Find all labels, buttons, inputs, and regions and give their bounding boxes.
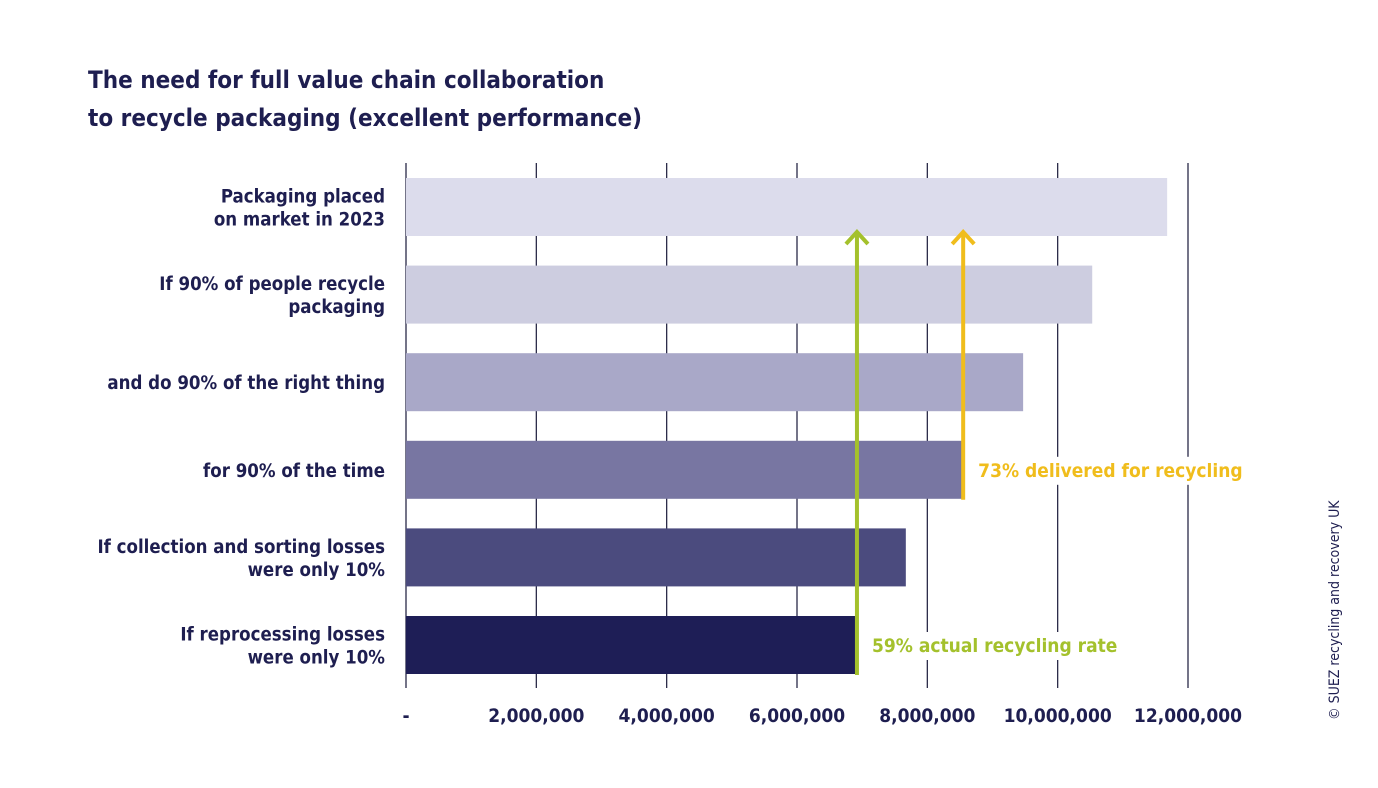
- x-tick-label: -: [402, 705, 409, 727]
- chart-title-line-2: to recycle packaging (excellent performa…: [88, 104, 642, 132]
- arrow-head: [950, 229, 976, 246]
- credit-text: © SUEZ recycling and recovery UK: [1327, 500, 1343, 720]
- category-label: If reprocessing losses: [180, 625, 385, 646]
- gridlines: [405, 163, 1189, 688]
- bar: [406, 265, 1093, 324]
- category-label: were only 10%: [248, 560, 386, 581]
- category-label: packaging: [288, 297, 385, 318]
- category-label: If 90% of people recycle: [159, 274, 385, 295]
- annotation-background: [864, 632, 1155, 660]
- annotations: 73% delivered for recycling 59% actual re…: [844, 229, 1284, 675]
- x-tick-label: 4,000,000: [619, 705, 715, 727]
- bar: [406, 616, 856, 674]
- x-tick-label: 12,000,000: [1134, 705, 1242, 727]
- bar: [406, 440, 962, 499]
- category-label: for 90% of the time: [203, 461, 385, 482]
- x-tick-labels: - 2,000,000 4,000,000 6,000,000 8,000,000 10,…: [402, 705, 1242, 727]
- category-label: and do 90% of the right thing: [107, 373, 385, 394]
- bar: [406, 528, 906, 587]
- x-tick-label: 2,000,000: [488, 705, 584, 727]
- category-label: were only 10%: [248, 648, 386, 669]
- bar: [406, 353, 1024, 412]
- x-tick-label: 6,000,000: [749, 705, 845, 727]
- chart-title-line-1: The need for full value chain collaborat…: [88, 66, 604, 94]
- annotation-label: 59% actual recycling rate: [872, 635, 1117, 657]
- arrow-head: [844, 229, 870, 246]
- category-label: on market in 2023: [214, 210, 385, 231]
- x-tick-label: 8,000,000: [879, 705, 975, 727]
- category-label: If collection and sorting losses: [97, 537, 385, 558]
- bars: [406, 178, 1168, 674]
- category-label: Packaging placed: [221, 187, 385, 208]
- x-tick-label: 10,000,000: [1004, 705, 1112, 727]
- bar: [406, 178, 1168, 236]
- annotation-background: [971, 456, 1284, 485]
- annotation-label: 73% delivered for recycling: [978, 460, 1242, 482]
